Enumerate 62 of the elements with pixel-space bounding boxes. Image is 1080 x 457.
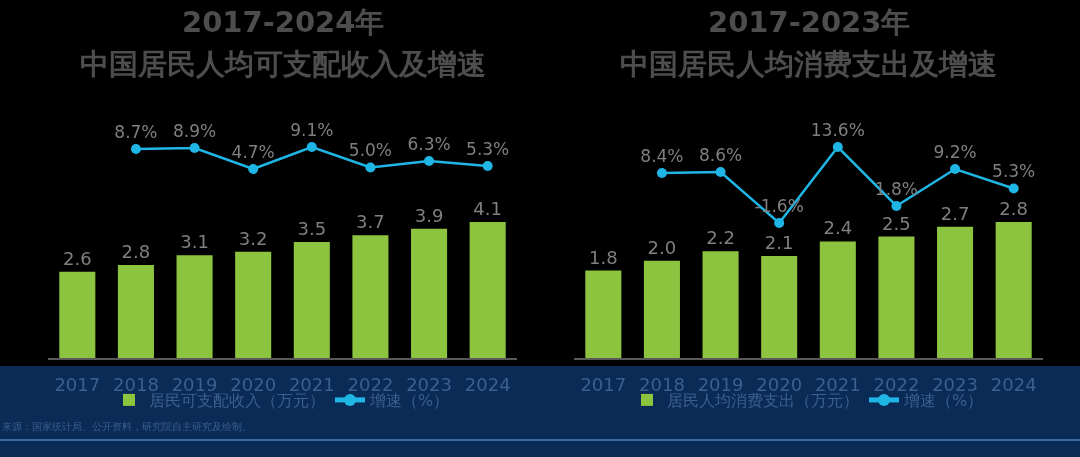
data-label: 5.3% [466, 138, 510, 159]
data-label: 8.9% [172, 120, 217, 141]
bar [819, 241, 856, 358]
bar [411, 228, 448, 358]
point [774, 218, 785, 228]
data-label: 2.6 [62, 247, 92, 269]
bar [702, 251, 739, 358]
data-label: 13.6% [810, 119, 865, 140]
data-label: 3.5 [297, 217, 327, 239]
data-label: 8.6% [698, 144, 743, 165]
data-label: 2.5 [882, 212, 911, 234]
bar [293, 241, 330, 358]
point [306, 142, 317, 152]
data-label: 9.1% [290, 119, 334, 140]
bar [176, 255, 213, 358]
data-label: 3.2 [238, 227, 268, 249]
bar [878, 236, 915, 358]
data-label: 8.7% [114, 121, 158, 142]
bar [469, 222, 506, 358]
chart-title: 2017-2023年 [708, 5, 911, 39]
point [1008, 183, 1019, 194]
point [130, 144, 141, 154]
data-label: 2.0 [647, 236, 677, 258]
data-label: 2.8 [121, 241, 151, 263]
bar [761, 256, 798, 358]
bar [995, 222, 1032, 358]
point [424, 156, 435, 166]
data-label: 2.2 [706, 227, 735, 249]
point [715, 167, 726, 177]
bar [59, 271, 96, 358]
point [189, 143, 200, 153]
data-label: 9.2% [933, 141, 977, 162]
point [656, 168, 667, 178]
data-label: 2.8 [999, 198, 1029, 219]
point [832, 142, 843, 152]
bar [585, 270, 622, 358]
data-label: 4.7% [231, 141, 275, 162]
point [891, 201, 902, 211]
data-label: 2.7 [940, 202, 970, 224]
data-label: 2.4 [823, 217, 853, 239]
bar [235, 251, 272, 358]
data-label: 5.3% [992, 161, 1036, 181]
data-label: 1.8 [588, 246, 618, 268]
data-label: 8.4% [640, 145, 684, 166]
bar [937, 226, 974, 358]
chart-title: 2017-2024年 [182, 5, 385, 39]
bar [117, 265, 154, 358]
chart-subtitle: 中国居民人均可支配收入及增速 [80, 47, 486, 81]
data-label: 3.1 [180, 231, 209, 253]
point [482, 161, 493, 171]
data-label: 4.1 [473, 198, 503, 219]
chart-subtitle: 中国居民人均消费支出及增速 [620, 47, 997, 81]
data-label: 6.3% [407, 133, 451, 154]
point [365, 162, 376, 173]
data-label: 3.7 [356, 211, 385, 233]
data-label: 5.0% [348, 140, 393, 160]
bar [643, 260, 680, 358]
data-label: 3.9 [414, 204, 444, 226]
point [248, 164, 259, 174]
data-label: 2.1 [764, 232, 794, 253]
point [950, 164, 961, 174]
bar [352, 235, 389, 358]
